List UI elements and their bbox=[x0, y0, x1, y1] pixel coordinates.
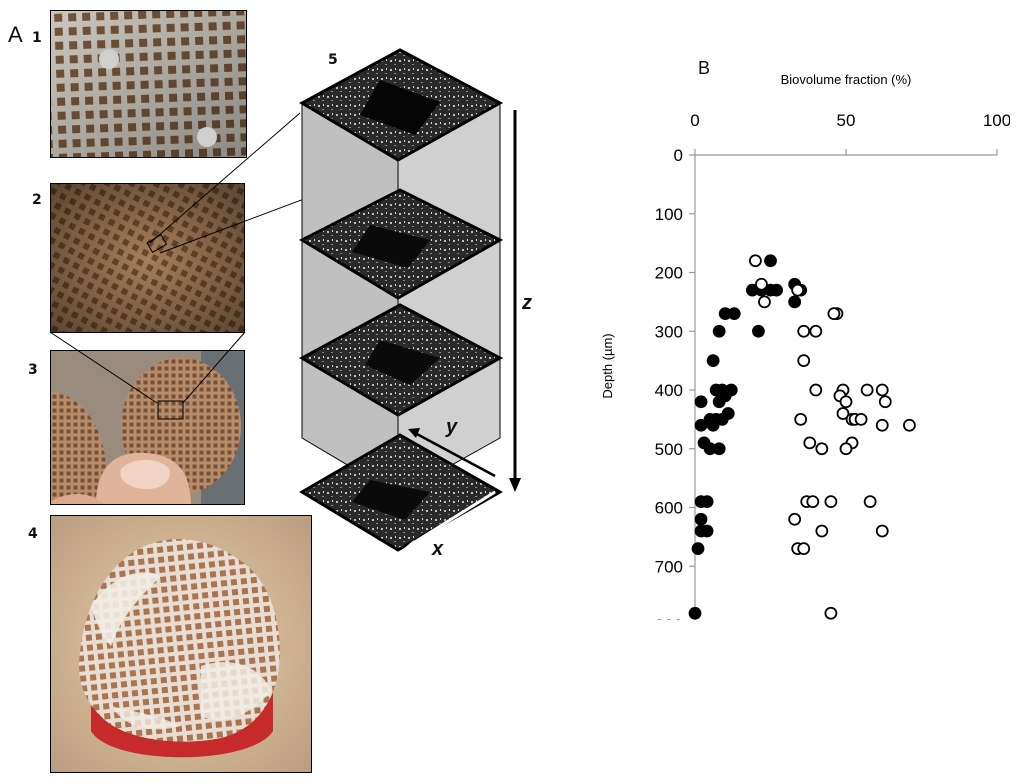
photo-disc-in-hand bbox=[50, 350, 245, 505]
data-point-open bbox=[755, 277, 768, 291]
data-point-open bbox=[827, 307, 841, 321]
y-tick-label: 200 bbox=[655, 264, 683, 283]
data-point-open bbox=[748, 254, 762, 268]
data-point-open bbox=[815, 524, 829, 538]
data-point-open bbox=[797, 542, 811, 556]
data-point-open bbox=[809, 383, 823, 397]
subfigure-label-1: 1 bbox=[32, 30, 42, 46]
data-point-open bbox=[794, 412, 808, 426]
data-point-filled bbox=[706, 418, 720, 432]
data-point-filled bbox=[700, 524, 714, 538]
data-point-filled bbox=[694, 395, 708, 409]
data-point-filled bbox=[712, 442, 726, 456]
slice-3 bbox=[298, 303, 504, 417]
photo-carrier-assembly-image bbox=[51, 516, 311, 772]
slice-1 bbox=[298, 48, 504, 162]
subfigure-label-4: 4 bbox=[28, 526, 38, 542]
data-point-open bbox=[860, 383, 874, 397]
y-tick-label: 400 bbox=[655, 381, 683, 400]
photo-disc-in-hand-image bbox=[51, 351, 244, 504]
data-point-filled bbox=[688, 606, 702, 620]
y-tick-label: 700 bbox=[655, 557, 683, 576]
photo-carrier-assembly bbox=[50, 515, 312, 773]
data-point-filled bbox=[694, 418, 708, 432]
y-tick-label: 600 bbox=[655, 499, 683, 518]
data-point-open bbox=[797, 354, 811, 368]
subfigure-label-2: 2 bbox=[32, 192, 42, 208]
slice-4 bbox=[299, 433, 504, 552]
x-tick-label: 0 bbox=[690, 111, 699, 130]
data-point-filled bbox=[788, 295, 802, 309]
data-point-open bbox=[758, 295, 771, 309]
y-tick-label: 100 bbox=[655, 205, 683, 224]
y-tick-label: 300 bbox=[655, 322, 683, 341]
data-point-open bbox=[791, 283, 805, 297]
data-point-open bbox=[788, 512, 802, 526]
x-tick-label: 100 bbox=[983, 111, 1010, 130]
data-point-open bbox=[797, 324, 811, 338]
data-point-open bbox=[878, 395, 892, 409]
x-tick-label: 50 bbox=[837, 111, 856, 130]
photo-mesh-detail bbox=[50, 183, 245, 333]
data-point-open bbox=[903, 418, 916, 432]
data-point-open bbox=[809, 324, 823, 338]
subfigure-label-5: 5 bbox=[328, 52, 338, 68]
data-point-open bbox=[824, 606, 838, 620]
data-point-filled bbox=[706, 354, 720, 368]
slice-2 bbox=[298, 188, 504, 300]
data-point-open bbox=[815, 442, 829, 456]
data-point-filled bbox=[691, 542, 705, 556]
data-point-filled bbox=[764, 254, 777, 268]
data-point-filled bbox=[752, 324, 765, 338]
axis-label-z: z bbox=[522, 292, 532, 314]
data-point-filled bbox=[727, 307, 741, 321]
data-point-open bbox=[806, 495, 820, 509]
data-point-open bbox=[839, 442, 853, 456]
photo-grid-closeup-image bbox=[51, 11, 246, 157]
panel-a-letter: A bbox=[8, 22, 23, 47]
y-axis-title: Depth (µm) bbox=[600, 333, 615, 398]
panel-b-letter: B bbox=[698, 58, 711, 78]
data-point-filled bbox=[715, 412, 729, 426]
subfigure-label-3: 3 bbox=[28, 362, 38, 378]
data-point-open bbox=[863, 495, 877, 509]
data-point-open bbox=[875, 418, 889, 432]
photo-mesh-detail-image bbox=[51, 184, 244, 332]
y-tick-label: 500 bbox=[655, 440, 683, 459]
data-point-filled bbox=[700, 495, 714, 509]
data-point-open bbox=[854, 412, 868, 426]
photo-grid-closeup bbox=[50, 10, 247, 158]
data-point-open bbox=[875, 524, 889, 538]
data-point-open bbox=[839, 395, 853, 409]
data-point-open bbox=[836, 407, 850, 420]
data-point-filled bbox=[694, 512, 708, 526]
y-tick-label: 0 bbox=[674, 146, 683, 165]
x-axis-title: Biovolume fraction (%) bbox=[781, 72, 912, 87]
data-point-filled bbox=[712, 395, 726, 409]
axis-label-y: y bbox=[446, 416, 458, 438]
data-point-open bbox=[875, 383, 889, 397]
data-point-filled bbox=[770, 283, 783, 297]
data-point-open bbox=[803, 436, 817, 450]
axis-label-x: x bbox=[432, 538, 444, 560]
data-point-filled bbox=[712, 324, 726, 338]
data-point-open bbox=[824, 495, 838, 509]
depth-biovolume-scatter: Biovolume fraction (%) Depth (µm) 0 50 100… bbox=[600, 72, 1010, 620]
y-tick-label: 800 bbox=[655, 616, 683, 620]
confocal-slice-stack bbox=[298, 48, 521, 552]
